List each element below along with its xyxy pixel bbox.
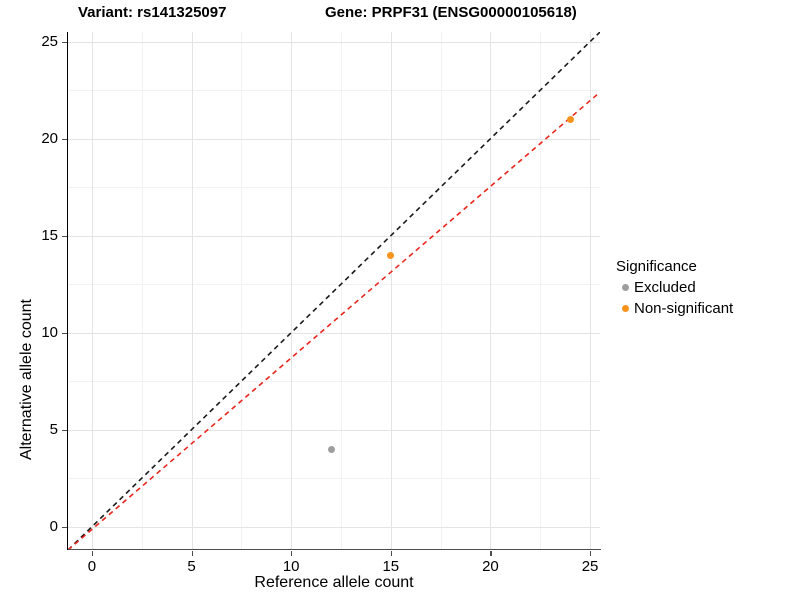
plot-panel [68,32,600,550]
gridline [141,32,143,550]
y-tick [62,526,67,528]
legend-item-label: Non-significant [634,300,734,317]
reference-line-fit [68,91,600,550]
y-tick-label: 5 [49,420,58,438]
gridline [440,32,442,550]
gridline [68,90,600,92]
gridline [390,32,392,550]
y-tick [62,332,67,334]
legend-item[interactable]: Excluded [616,277,796,298]
gridline [68,235,600,237]
gridline [68,284,600,286]
y-tick [62,138,67,140]
variant-title: Variant: rs141325097 [78,4,227,21]
y-tick-label: 10 [41,323,58,341]
x-tick-label: 15 [382,558,400,575]
x-tick-label: 20 [482,558,499,575]
y-axis-line [67,32,69,550]
x-tick-label: 0 [87,558,97,575]
gridline [291,32,293,550]
x-tick [490,551,492,556]
reference-line-identity [68,32,600,550]
gridline [68,138,600,140]
legend-items: Excluded Non-significant [616,277,796,319]
legend-item[interactable]: Non-significant [616,298,796,319]
gridline [191,32,193,550]
legend-key-dot-icon [616,284,634,291]
legend-title: Significance [616,258,697,275]
x-tick [390,551,392,556]
gridline [340,32,342,550]
gridline [68,187,600,189]
x-tick [590,551,592,556]
gridline [490,32,492,550]
gridline [590,32,592,550]
gridline [68,332,600,334]
x-axis-line [68,549,601,551]
x-tick [191,551,193,556]
y-tick [62,41,67,43]
legend-key-dot-icon [616,305,634,312]
y-tick-label: 15 [41,226,58,244]
y-tick [62,429,67,431]
gridline [68,429,600,431]
y-tick-label: 25 [41,32,58,50]
y-axis-label: Alternative allele count [18,299,35,460]
legend: Significance Excluded Non-significant [616,258,796,319]
gene-title: Gene: PRPF31 (ENSG00000105618) [325,4,577,21]
reference-lines [68,32,600,550]
y-tick-label: 20 [41,129,58,147]
gridline [68,526,600,528]
y-tick [62,235,67,237]
gridline [241,32,243,550]
y-tick-label: 0 [49,517,58,535]
x-tick-label: 10 [282,558,300,575]
gridline [540,32,542,550]
data-point [387,251,395,259]
data-point [566,115,574,123]
gridline [91,32,93,550]
gridline [68,381,600,383]
gridline [68,478,600,480]
data-point [327,445,335,453]
gridline [68,41,600,43]
x-axis-label: Reference allele count [254,574,414,591]
x-tick [291,551,293,556]
legend-item-label: Excluded [634,279,696,296]
x-tick [91,551,94,556]
x-tick-label: 5 [187,558,196,575]
x-tick-label: 25 [581,558,599,575]
